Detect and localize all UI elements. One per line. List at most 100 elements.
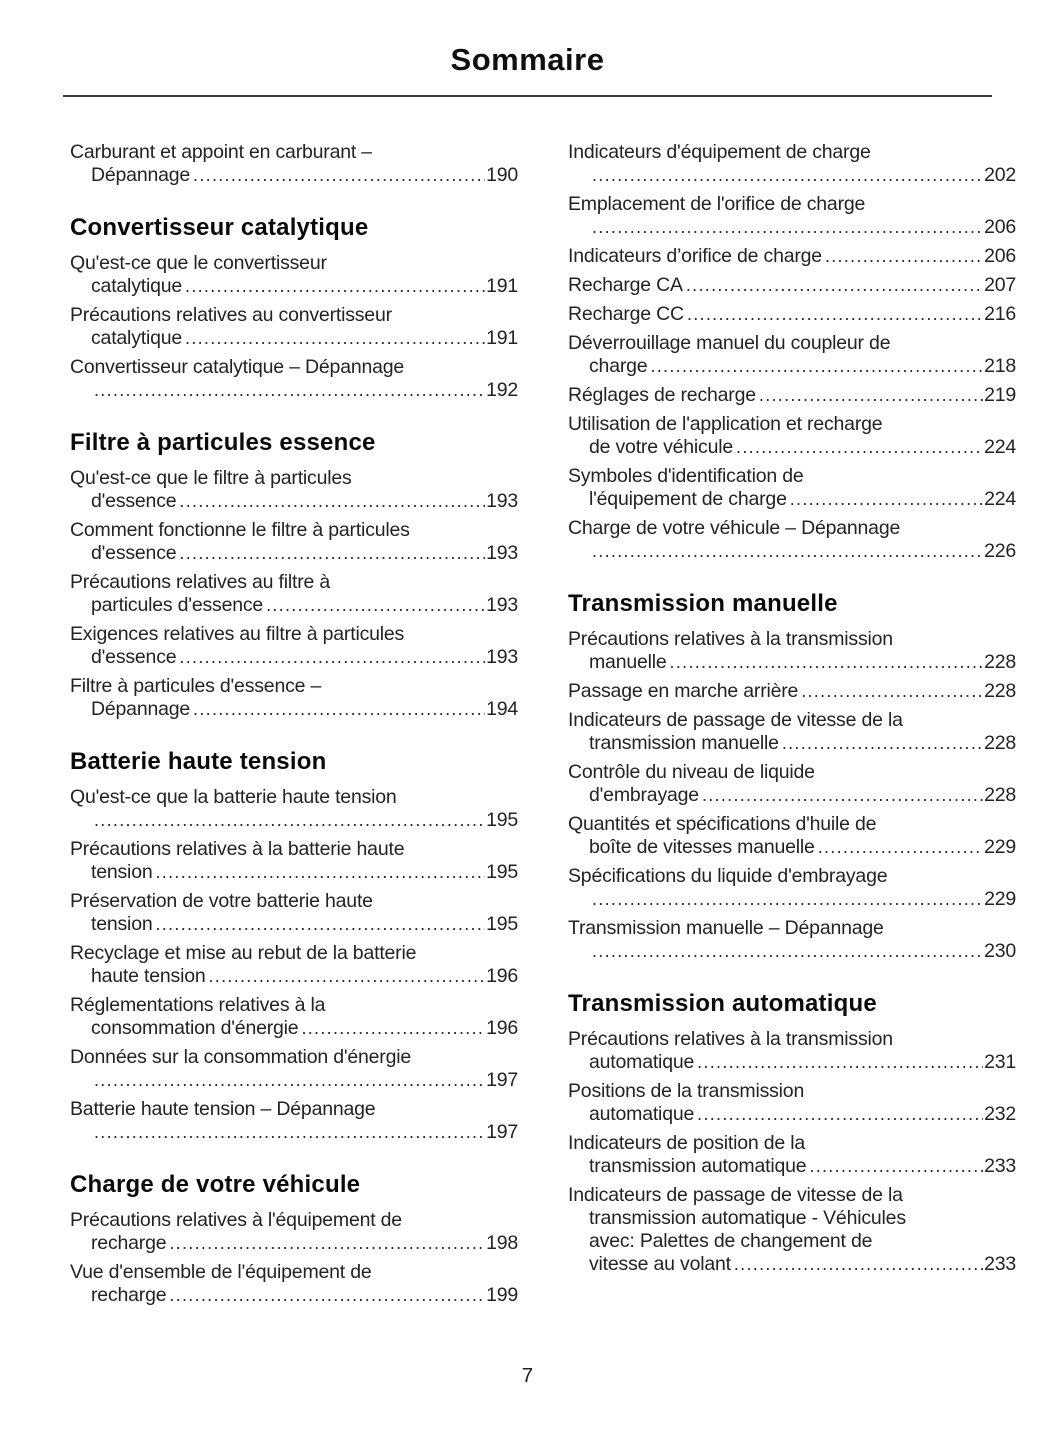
toc-entry: Précautions relatives à l'équipement de r… [70,1209,518,1255]
entry-leader-line: tension.................................… [70,861,518,884]
entry-text-line: Qu'est-ce que le convertisseur [70,252,327,274]
entry-text-line: Convertisseur catalytique – Dépannage [70,356,405,378]
dot-leader: ........................................… [592,541,983,561]
dot-leader: ........................................… [179,543,485,563]
entry-leader-line: ........................................… [568,216,1016,239]
entry-leader-text: catalytique [91,327,183,349]
entry-text-line: Préservation de votre batterie haute [70,890,373,912]
dot-leader: ........................................… [592,165,983,185]
entry-page-number: 196 [486,1017,518,1039]
entry-leader-line: catalytique.............................… [70,327,518,350]
dot-leader: ........................................… [733,1254,983,1274]
entry-page-number: 206 [984,216,1016,238]
entry-leader-line: particules d'essence....................… [70,594,518,617]
entry-text-line: Données sur la consommation d'énergie [70,1046,412,1068]
entry-leader-text: charge [589,355,648,377]
toc-entry: Indicateurs de position de la transmissio… [568,1132,1016,1178]
toc-entry: Précautions relatives au convertisseur ca… [70,304,518,350]
dot-leader: ........................................… [169,1233,486,1253]
toc-entry: Déverrouillage manuel du coupleur de char… [568,332,1016,378]
entry-leader-line: Recharge CC.............................… [568,303,1016,326]
entry-leader-text: haute tension [91,965,206,987]
entry-leader-line: Indicateurs d’orifice de charge.........… [568,245,1016,268]
entry-leader-line: recharge................................… [70,1284,518,1307]
dot-leader: ........................................… [736,437,983,457]
toc-entry: Convertisseur catalytique – Dépannage...… [70,356,518,402]
toc-entry: Symboles d'identification de l'équipement… [568,465,1016,511]
dot-leader: ........................................… [650,356,984,376]
entry-text-line: Indicateurs d'équipement de charge [568,141,871,163]
entry-leader-line: consommation d'énergie..................… [70,1017,518,1040]
entry-page-number: 197 [486,1069,518,1091]
toc-entry: Qu'est-ce que la batterie haute tension.… [70,786,518,832]
entry-text-line: Indicateurs de passage de vitesse de la [568,709,903,731]
entry-text-line: Contrôle du niveau de liquide [568,761,815,783]
entry-text-line: Quantités et spécifications d'huile de [568,813,877,835]
entry-text-line: Emplacement de l'orifice de charge [568,193,866,215]
dot-leader: ........................................… [169,1285,486,1305]
entry-page-number: 216 [984,303,1016,325]
toc-section: Indicateurs d'équipement de charge......… [568,141,1016,563]
entry-page-number: 190 [486,164,518,186]
entry-leader-text: l'équipement de charge [589,488,787,510]
entry-leader-line: d'essence...............................… [70,490,518,513]
section-heading: Transmission automatique [568,990,877,1017]
toc-entry: Quantités et spécifications d'huile de bo… [568,813,1016,859]
toc-entry: Réglages de recharge....................… [568,384,1016,407]
toc-section: Convertisseur catalytique Qu'est-ce que l… [70,213,518,402]
entry-text-line: Filtre à particules d'essence – [70,675,322,697]
dot-leader: ........................................… [824,246,984,266]
entry-leader-line: boîte de vitesses manuelle..............… [568,836,1016,859]
entry-page-number: 193 [486,594,518,616]
toc-entry: Filtre à particules d'essence – Dépannage… [70,675,518,721]
entry-leader-text: tension [91,913,153,935]
entry-text-line: Carburant et appoint en carburant – [70,141,372,163]
dot-leader: ........................................… [701,785,983,805]
toc-entry: Préservation de votre batterie haute tens… [70,890,518,936]
entry-text-line: Réglementations relatives à la [70,994,326,1016]
toc-entry: Recharge CC.............................… [568,303,1016,326]
dot-leader: ........................................… [301,1018,485,1038]
entry-text-line: Charge de votre véhicule – Dépannage [568,517,901,539]
entry-page-number: 218 [984,355,1016,377]
entry-leader-line: d'essence...............................… [70,646,518,669]
page-number-footer: 7 [521,1364,534,1387]
page-title: Sommaire [450,42,605,77]
entry-leader-line: vitesse au volant.......................… [568,1253,1016,1276]
toc-columns: Carburant et appoint en carburant – Dépan… [70,141,1055,1313]
entry-text-line: Recyclage et mise au rebut de la batteri… [70,942,417,964]
toc-entry: Réglementations relatives à la consommati… [70,994,518,1040]
entry-leader-text: boîte de vitesses manuelle [589,836,815,858]
entry-text-line: avec: Palettes de changement de [589,1230,873,1252]
dot-leader: ........................................… [697,1052,983,1072]
dot-leader: ........................................… [809,1156,983,1176]
entry-text-line: Comment fonctionne le filtre à particule… [70,519,410,541]
entry-leader-text: particules d'essence [91,594,264,616]
entry-leader-line: ........................................… [70,1121,518,1144]
toc-entry: Vue d'ensemble de l'équipement de recharg… [70,1261,518,1307]
dot-leader: ........................................… [94,1122,485,1142]
toc-entry: Indicateurs d'équipement de charge......… [568,141,1016,187]
entry-text-line: transmission automatique - Véhicules [589,1207,906,1229]
entry-leader-text: vitesse au volant [589,1253,731,1275]
entry-text-line: Précautions relatives à la transmission [568,1028,893,1050]
entry-page-number: 229 [984,836,1016,858]
entry-leader-text: manuelle [589,651,667,673]
entry-page-number: 197 [486,1121,518,1143]
entry-leader-line: recharge................................… [70,1232,518,1255]
entry-page-number: 219 [984,384,1016,406]
section-heading: Convertisseur catalytique [70,214,369,241]
entry-text-line: Qu'est-ce que le filtre à particules [70,467,352,489]
entry-page-number: 224 [984,436,1016,458]
entry-text-line: Précautions relatives au filtre à [70,571,331,593]
entry-text-line: Vue d'ensemble de l'équipement de [70,1261,372,1283]
title-rule [63,95,992,97]
entry-text-line: Qu'est-ce que la batterie haute tension [70,786,397,808]
entry-leader-text: recharge [91,1232,167,1254]
entry-page-number: 202 [984,164,1016,186]
entry-leader-line: Dépannage...............................… [70,698,518,721]
entry-leader-text: recharge [91,1284,167,1306]
toc-entry: Indicateurs d’orifice de charge.........… [568,245,1016,268]
entry-leader-text: de votre véhicule [589,436,734,458]
entry-leader-line: ........................................… [568,940,1016,963]
